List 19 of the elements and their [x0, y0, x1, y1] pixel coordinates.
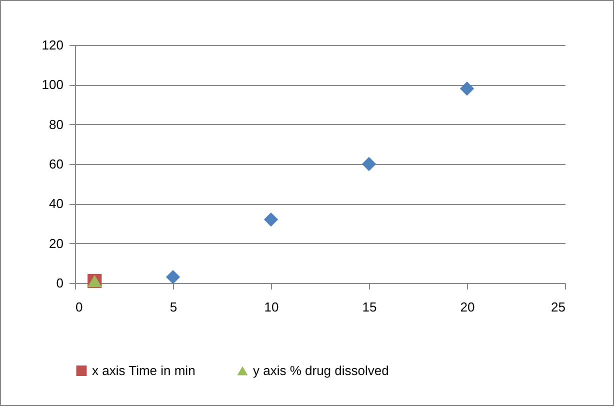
y-tick-label: 40 — [49, 196, 64, 212]
point — [362, 156, 376, 172]
point — [166, 270, 180, 284]
legend-label: x axis Time in min — [92, 362, 196, 378]
point — [264, 212, 278, 227]
x-tick-label: 5 — [170, 300, 178, 314]
y-tick-label: 60 — [49, 156, 64, 172]
y-tick-label: 20 — [49, 236, 64, 251]
x-tick-label: 25 — [551, 300, 566, 314]
y-tick-label: 120 — [42, 38, 64, 52]
legend-label: y axis % drug dissolved — [253, 362, 389, 378]
x-tick-label: 20 — [460, 300, 475, 314]
y-tick-label: 80 — [49, 116, 64, 132]
x-tick-label: 0 — [76, 300, 83, 314]
y-tick-label: 100 — [42, 77, 64, 92]
point — [460, 82, 474, 96]
x-tick-label: 10 — [264, 300, 279, 314]
y-tick-label: 0 — [56, 276, 64, 290]
x-tick-label: 15 — [362, 300, 377, 314]
